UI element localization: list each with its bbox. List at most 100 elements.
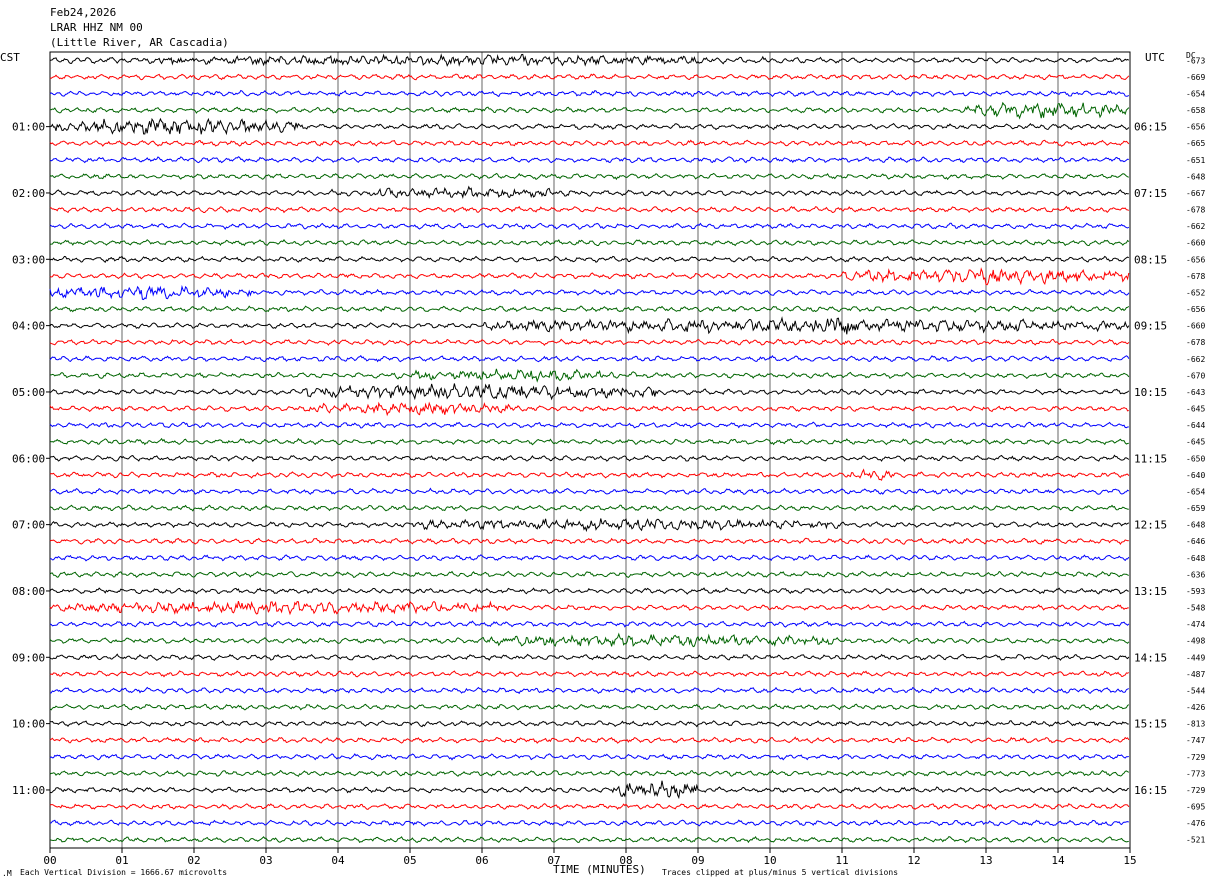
header-location: (Little River, AR Cascadia) <box>50 36 229 49</box>
x-tick-label: 15 <box>1123 854 1136 867</box>
trace-line <box>49 156 1129 164</box>
dc-offset-label: -660 <box>1186 239 1205 248</box>
trace-line <box>49 383 1130 401</box>
left-hour-label: 08:00 <box>12 585 45 598</box>
trace-line <box>49 587 1129 595</box>
dc-offset-label: -656 <box>1186 305 1205 314</box>
trace-line <box>49 53 1130 67</box>
right-hour-label: 15:15 <box>1134 718 1167 731</box>
dc-offset-label: -773 <box>1186 769 1205 778</box>
x-tick-label: 03 <box>259 854 272 867</box>
trace-line <box>49 518 1130 533</box>
x-tick-label: 10 <box>763 854 776 867</box>
left-hour-label: 01:00 <box>12 121 45 134</box>
x-tick-label: 07 <box>547 854 560 867</box>
trace-line <box>49 267 1130 286</box>
dc-offset-label: -673 <box>1186 56 1205 65</box>
dc-offset-label: -643 <box>1186 388 1205 397</box>
x-tick-label: 04 <box>331 854 345 867</box>
dc-offset-label: -660 <box>1186 322 1205 331</box>
trace-line <box>49 338 1130 347</box>
left-hour-label: 03:00 <box>12 253 45 266</box>
left-hour-label: 02:00 <box>12 187 45 200</box>
dc-offset-label: -650 <box>1186 454 1205 463</box>
x-tick-label: 13 <box>979 854 992 867</box>
dc-offset-label: -670 <box>1186 371 1205 380</box>
left-hour-label: 09:00 <box>12 651 45 664</box>
dc-offset-label: -487 <box>1186 670 1205 679</box>
right-hour-label: 07:15 <box>1134 187 1167 200</box>
dc-offset-label: -648 <box>1186 521 1205 530</box>
trace-line <box>49 239 1130 247</box>
dc-offset-label: -659 <box>1186 504 1205 513</box>
plot-frame <box>49 51 1131 849</box>
right-hour-label: 11:15 <box>1134 452 1167 465</box>
trace-line <box>49 401 1129 417</box>
x-tick-label: 05 <box>403 854 416 867</box>
x-tick-label: 06 <box>475 854 488 867</box>
label-layer: 00 01 02 03 04 05 06 07 08 09 10 11 12 13 14 15 -673 -669… <box>12 56 1205 867</box>
header-date: Feb24,2026 <box>50 6 116 19</box>
trace-line <box>50 554 1130 562</box>
dc-offset-label: -648 <box>1186 554 1205 563</box>
trace-line <box>49 753 1129 761</box>
dc-offset-label: -449 <box>1186 653 1205 662</box>
trace-line <box>49 836 1129 844</box>
trace-line <box>49 803 1130 811</box>
left-hour-label: 11:00 <box>12 784 45 797</box>
right-timezone-label: UTC <box>1145 51 1165 64</box>
x-tick-label: 01 <box>115 854 128 867</box>
dc-offset-label: -665 <box>1186 139 1205 148</box>
trace-line <box>49 454 1130 463</box>
trace-line <box>49 468 1130 481</box>
dc-offset-label: -636 <box>1186 570 1205 579</box>
trace-line <box>49 600 1129 616</box>
trace-line <box>49 284 1130 301</box>
dc-offset-label: -729 <box>1186 786 1205 795</box>
footer-clip-note: Traces clipped at plus/minus 5 vertical … <box>662 868 898 877</box>
x-tick-label: 14 <box>1051 854 1065 867</box>
dc-offset-label: -651 <box>1186 156 1205 165</box>
dc-offset-label: -498 <box>1186 637 1205 646</box>
dc-offset-label: -662 <box>1186 222 1205 231</box>
right-hour-label: 13:15 <box>1134 585 1167 598</box>
dc-offset-label: -544 <box>1186 686 1205 695</box>
trace-line <box>49 139 1130 147</box>
left-hour-label: 07:00 <box>12 519 45 532</box>
trace-line <box>49 305 1130 313</box>
left-hour-label: 05:00 <box>12 386 45 399</box>
right-hour-label: 09:15 <box>1134 320 1167 333</box>
trace-line <box>49 355 1130 363</box>
x-tick-label: 00 <box>43 854 56 867</box>
dc-offset-label: -654 <box>1186 487 1205 496</box>
trace-line <box>49 819 1129 827</box>
footer-scale-note: Each Vertical Division = 1666.67 microvo… <box>20 868 227 877</box>
left-timezone-label: CST <box>0 51 20 64</box>
trace-line <box>49 720 1129 728</box>
dc-offset-label: -678 <box>1186 338 1205 347</box>
dc-offset-label: -678 <box>1186 206 1205 215</box>
right-hour-label: 06:15 <box>1134 121 1167 134</box>
dc-offset-label: -662 <box>1186 355 1205 364</box>
dc-offset-label: -426 <box>1186 703 1205 712</box>
trace-line <box>49 117 1130 136</box>
trace-line <box>49 172 1129 181</box>
grid-layer <box>46 51 1131 853</box>
trace-line <box>49 632 1130 648</box>
trace-line <box>49 570 1129 579</box>
right-hour-label: 08:15 <box>1134 253 1167 266</box>
trace-line <box>49 487 1130 495</box>
dc-offset-label: -669 <box>1186 73 1205 82</box>
footer-corner-mark: .M <box>2 869 12 878</box>
dc-offset-label: -645 <box>1186 438 1205 447</box>
trace-line <box>49 316 1130 335</box>
trace-line <box>49 537 1129 546</box>
dc-offset-label: -658 <box>1186 106 1205 115</box>
trace-line <box>49 101 1130 120</box>
header-station: LRAR HHZ NM 00 <box>50 21 143 34</box>
dc-offset-label: -648 <box>1186 172 1205 181</box>
trace-line <box>49 769 1130 778</box>
trace-line <box>49 736 1130 744</box>
trace-line <box>49 703 1130 711</box>
